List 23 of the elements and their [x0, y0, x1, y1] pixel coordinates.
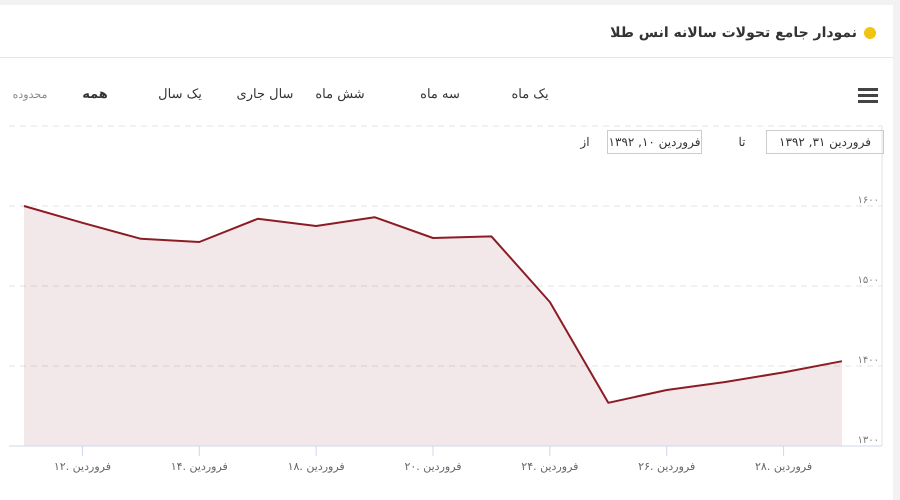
- chart-title: نمودار جامع تحولات سالانه انس طلا: [610, 24, 857, 43]
- text: همه: [82, 87, 108, 103]
- x-tick-label: ۲۸. فروردین: [755, 460, 812, 473]
- y-tick-label: ۱۵۰۰: [858, 275, 879, 286]
- y-tick-label: ۱۳۰۰: [858, 435, 879, 446]
- annotation: از: [580, 134, 590, 150]
- text: سال جاری: [236, 87, 294, 103]
- x-tick-label: ۲۶. فروردین: [638, 460, 696, 473]
- x-tick-label: ۲۴. فروردین: [521, 460, 578, 473]
- text: یک سال: [158, 87, 202, 103]
- y-tick-label: ۱۴۰۰: [858, 355, 879, 366]
- annotation: فروردین ۳۱, ۱۳۹۲: [766, 130, 884, 154]
- x-tick-label: ۱۲. فروردین: [54, 460, 111, 473]
- x-tick-label: ۲۰. فروردین: [404, 460, 462, 473]
- y-tick-label: ۱۶۰۰: [858, 195, 879, 206]
- annotation: تا: [738, 134, 746, 150]
- text: یک ماه: [511, 87, 549, 103]
- text: شش ماه: [315, 87, 365, 103]
- text: محدوده: [12, 87, 48, 103]
- x-tick-label: ۱۴. فروردین: [170, 460, 228, 473]
- annotation: فروردین ۱۰, ۱۳۹۲: [607, 130, 702, 154]
- x-tick-label: ۱۸. فروردین: [288, 460, 345, 473]
- text: سه ماه: [420, 87, 460, 103]
